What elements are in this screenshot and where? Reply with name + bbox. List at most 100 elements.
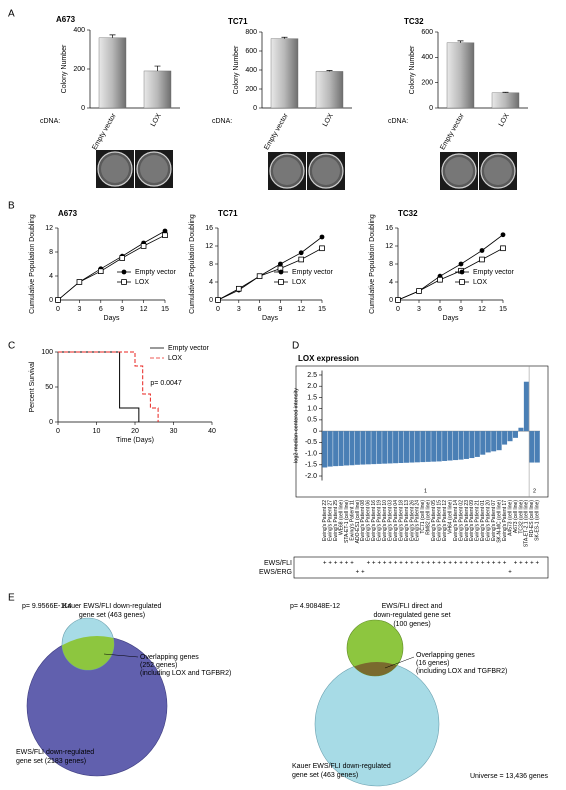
- x-tick-label: LOX: [322, 112, 335, 128]
- bar: [333, 431, 339, 467]
- plate-colonies: [445, 157, 473, 185]
- bar: [502, 431, 508, 445]
- fusion-mark: +: [476, 561, 480, 567]
- fusion-mark: +: [470, 561, 474, 567]
- bar: [322, 431, 328, 468]
- x-tick-label: Ewing's Patient 19: [377, 500, 383, 541]
- y-axis-label: Cumulative Population Doubling: [29, 214, 36, 314]
- x-tick-label: 0: [56, 428, 60, 435]
- x-tick-label: VH64 (cell line): [447, 500, 453, 534]
- x-tick-label: 9: [120, 306, 124, 313]
- panel-label: E: [8, 593, 15, 604]
- marker: [395, 297, 401, 303]
- fusion-mark: +: [514, 561, 518, 567]
- x-tick-label: SK-N-MC (cell line): [496, 500, 502, 543]
- chart-title: TC71: [228, 17, 248, 26]
- y-tick-label: 2.0: [307, 383, 317, 390]
- y-tick-label: 1.0: [307, 406, 317, 413]
- group-label: 1: [424, 488, 427, 494]
- y-tick-label: 200: [73, 66, 85, 73]
- venn-left: p= 9.9566E-114 Kauer EWS/FLI down-regula…: [16, 603, 231, 777]
- bar: [480, 431, 486, 455]
- fusion-mark: +: [367, 561, 371, 567]
- x-tick-label: 0: [56, 306, 60, 313]
- panel-label: B: [8, 201, 15, 212]
- series-line: [217, 236, 323, 301]
- fusion-label: EWS/FLI: [264, 560, 292, 567]
- set-label: EWS/FLI down-regulated: [16, 749, 94, 756]
- legend-label: Empty vector: [135, 269, 177, 276]
- x-tick-label: Empty vector: [91, 112, 118, 151]
- fusion-mark: +: [530, 561, 534, 567]
- x-tick-label: 15: [499, 306, 507, 313]
- bar: [360, 431, 366, 465]
- fusion-mark: +: [443, 561, 447, 567]
- bar: [365, 431, 371, 465]
- fusion-mark: +: [339, 561, 343, 567]
- fusion-mark: +: [465, 561, 469, 567]
- fusion-mark: +: [372, 561, 376, 567]
- marker: [235, 285, 242, 292]
- venn-right: p= 4.90848E-12 EWS/FLI direct and down-r…: [290, 603, 548, 787]
- x-tick-label: 3: [77, 306, 81, 313]
- set-label: (100 genes): [393, 621, 430, 628]
- fusion-mark: +: [536, 561, 540, 567]
- bar: [420, 431, 426, 463]
- bar: [469, 431, 475, 459]
- overlap-label: Overlapping genes: [416, 652, 475, 659]
- bar: [387, 431, 393, 464]
- bar: [338, 431, 344, 466]
- y-tick-label: 16: [385, 225, 393, 232]
- overlap-label: (including LOX and TGFBR2): [140, 670, 231, 677]
- x-tick-label: Ewing's Patient 14: [453, 500, 459, 541]
- y-tick-label: -2.0: [305, 473, 317, 480]
- chart-title: TC71: [218, 209, 238, 218]
- fusion-mark: +: [361, 570, 365, 576]
- bar: [453, 431, 459, 461]
- fusion-mark: +: [459, 561, 463, 567]
- marker: [76, 279, 83, 285]
- x-tick-label: 9: [459, 306, 463, 313]
- x-axis-label: Days: [443, 315, 459, 322]
- x-tick-label: LOX: [498, 112, 511, 128]
- bar: [447, 431, 453, 461]
- marker: [319, 245, 325, 252]
- y-tick-label: 200: [421, 80, 433, 87]
- bar: [344, 431, 350, 466]
- legend-marker: [459, 279, 465, 285]
- bar: [398, 431, 404, 463]
- legend-label: Empty vector: [473, 269, 515, 276]
- series-line: [57, 234, 166, 301]
- y-tick-label: 2.5: [307, 372, 317, 379]
- bar: [463, 431, 469, 459]
- x-tick-label: Ewing's Patient 02: [458, 500, 464, 541]
- x-tick-label: SK-ES-1 (cell line): [535, 500, 541, 541]
- x-tick-label: 3: [417, 306, 421, 313]
- plate-colonies: [273, 157, 301, 185]
- bar: [393, 431, 399, 464]
- fusion-mark: +: [492, 561, 496, 567]
- fusion-mark: +: [388, 561, 392, 567]
- legend-marker: [121, 279, 127, 285]
- bar: [458, 431, 464, 460]
- x-tick-label: 0: [396, 306, 400, 313]
- set-label: down-regulated gene set: [373, 612, 450, 619]
- bar: [349, 431, 355, 466]
- x-tick-label: RM82 (cell line): [426, 500, 432, 535]
- bar: [409, 431, 415, 463]
- fusion-mark: +: [405, 561, 409, 567]
- marker: [437, 276, 443, 283]
- bar: [491, 431, 497, 452]
- x-tick-label: STA-ET-1 (cell line): [344, 500, 350, 543]
- error-bar: [502, 91, 509, 93]
- leader-line: [384, 656, 415, 669]
- legend-label: LOX: [292, 279, 306, 286]
- bar: [270, 38, 299, 109]
- x-tick-label: 12: [478, 306, 486, 313]
- marker: [98, 268, 104, 274]
- x-tick-label: 20: [131, 428, 139, 435]
- y-axis-label: Percent Survival: [29, 361, 36, 412]
- marker: [162, 228, 168, 234]
- bar: [431, 431, 437, 462]
- bar: [414, 431, 420, 463]
